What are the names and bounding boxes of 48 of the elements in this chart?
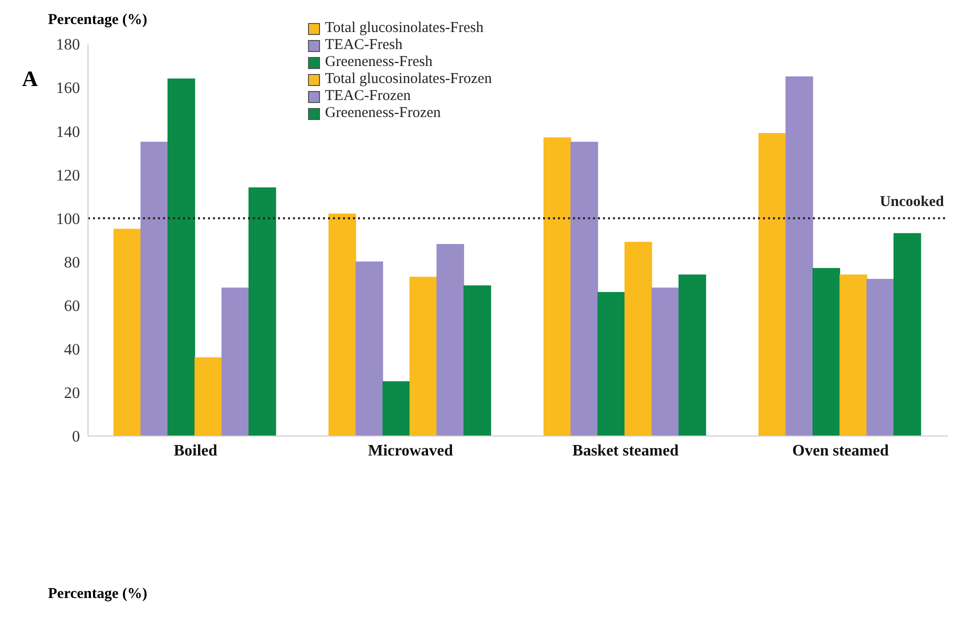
ref-line-label: Uncooked	[880, 194, 945, 210]
legend-label: Total glucosinolates-Frozen	[325, 71, 492, 88]
y-tick-label: 120	[56, 167, 80, 184]
bar	[114, 228, 142, 436]
legend-label: TEAC-Fresh	[325, 37, 402, 54]
bar	[328, 214, 356, 436]
y-tick-label: 160	[56, 80, 80, 98]
bar	[570, 142, 598, 436]
y-tick-label: 80	[64, 254, 80, 272]
bar	[194, 357, 222, 436]
bar	[436, 244, 464, 436]
x-tick-label: Microwaved	[368, 442, 454, 460]
bar	[168, 78, 196, 436]
y-tick-label: 40	[64, 342, 80, 359]
y-tick-label: 100	[56, 210, 80, 228]
bar	[222, 288, 250, 436]
bar	[356, 261, 384, 436]
x-tick-label: Basket steamed	[572, 442, 679, 460]
y-tick-label: 20	[64, 385, 80, 402]
bar	[624, 242, 652, 436]
bar	[598, 292, 626, 436]
y-tick-label: 140	[56, 124, 80, 141]
legend-label: Total glucosinolates-Fresh	[325, 20, 484, 37]
bar	[866, 278, 894, 436]
x-tick-label: Boiled	[174, 442, 218, 460]
bar	[812, 268, 840, 436]
bar	[678, 274, 706, 436]
text: Percentage (%)	[48, 586, 148, 603]
bar	[248, 187, 276, 436]
legend-label: TEAC-Frozen	[325, 88, 411, 105]
bar	[758, 132, 786, 436]
y-tick-label: 180	[56, 36, 80, 54]
text: Percentage (%)	[48, 12, 148, 29]
x-tick-label: Oven steamed	[792, 442, 889, 460]
y-tick-label: 0	[72, 428, 80, 446]
text: A	[22, 66, 38, 92]
bar	[544, 137, 572, 436]
bar	[382, 381, 410, 436]
bar	[464, 285, 492, 436]
bar	[140, 142, 168, 436]
legend-label: Greeneness-Frozen	[325, 105, 441, 122]
bar	[840, 274, 868, 436]
bar	[894, 233, 922, 436]
y-tick-label: 60	[64, 298, 80, 316]
bar	[652, 288, 680, 436]
legend-label: Greeneness-Fresh	[325, 54, 432, 71]
bar	[410, 276, 438, 436]
bar	[786, 76, 814, 436]
